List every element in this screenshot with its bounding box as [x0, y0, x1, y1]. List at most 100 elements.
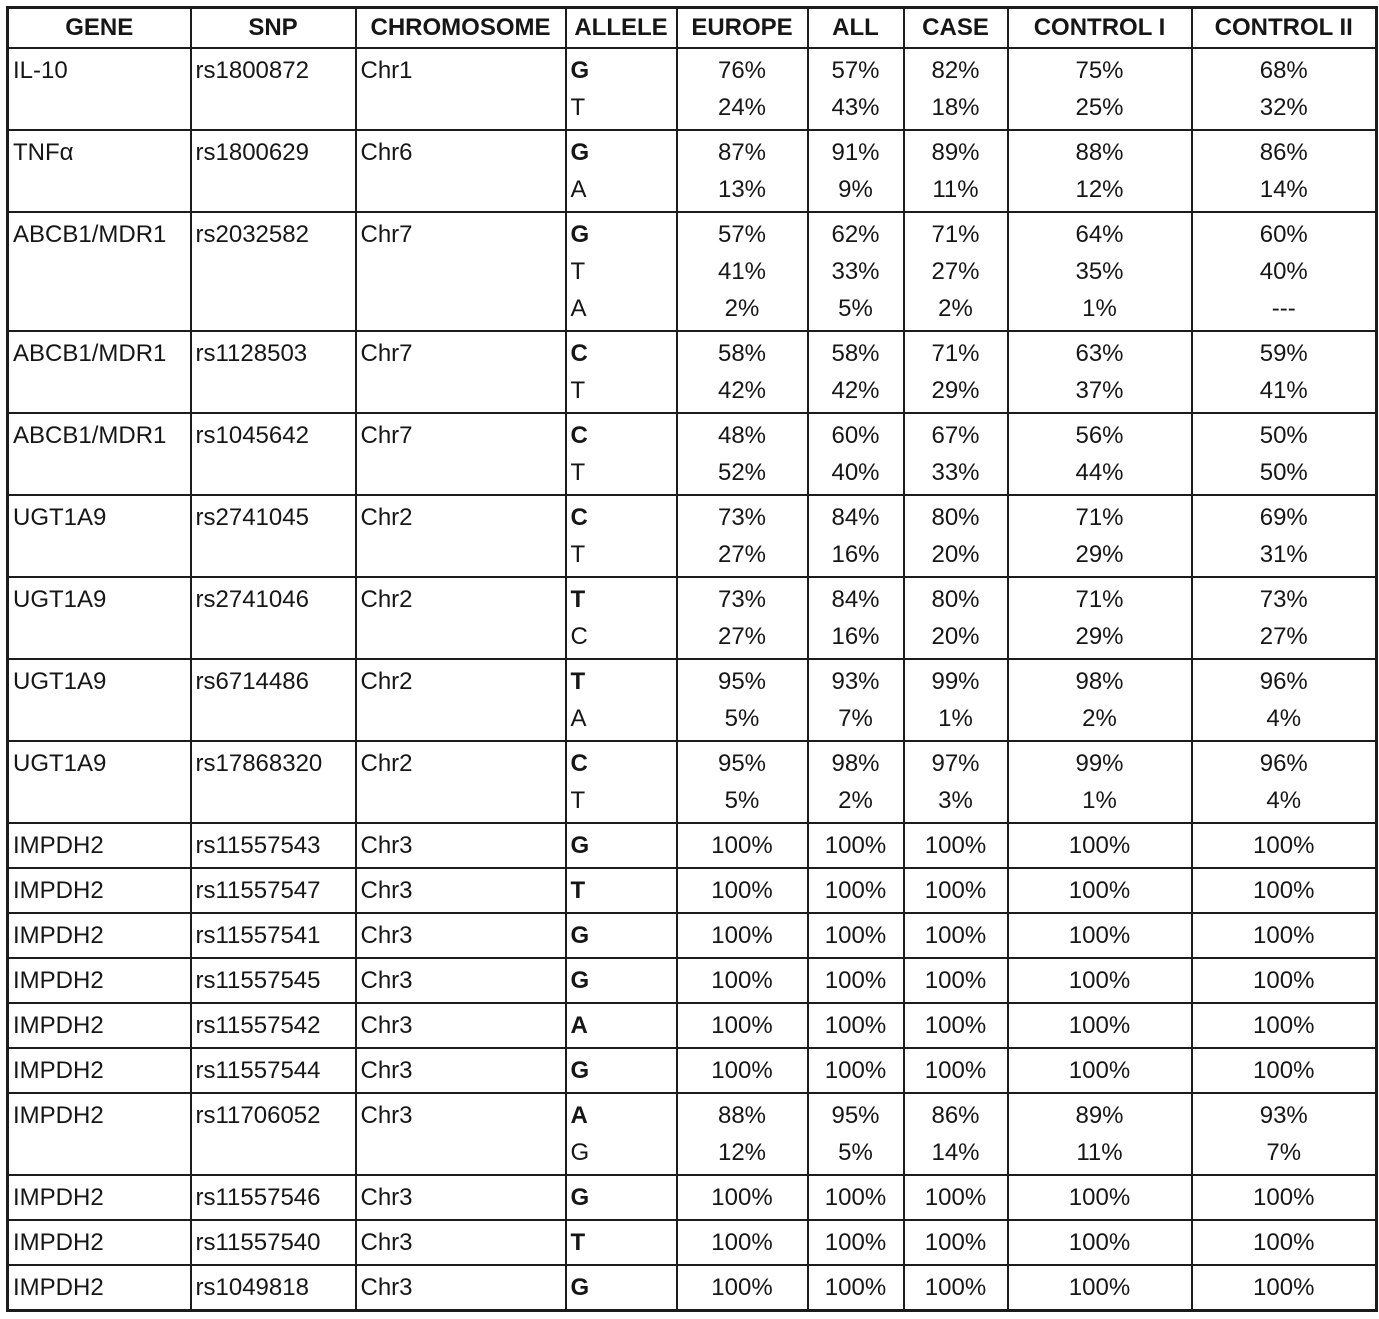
table-row: IMPDH2 rs11557545 Chr3 G 100% 100% 100% 100% 100… — [6, 957, 1378, 1004]
frequency-value: 93% — [1259, 1102, 1308, 1129]
cell-case: 100% — [902, 1264, 1009, 1312]
frequency-value: 2% — [938, 295, 973, 322]
frequency-value: 5% — [724, 705, 760, 732]
cell-control-2: 100% — [1190, 1219, 1378, 1266]
cell-control-2: 68% 32% — [1190, 47, 1378, 131]
cell-gene: IL-10 — [6, 47, 192, 131]
cell-europe: 73% 27% — [675, 576, 809, 660]
cell-europe: 48% 52% — [675, 412, 809, 496]
cell-all: 58% 42% — [806, 330, 905, 414]
frequency-value: 50% — [1259, 459, 1308, 486]
frequency-value: 71% — [1075, 504, 1124, 531]
cell-gene: UGT1A9 — [6, 494, 192, 578]
table-row: IMPDH2 rs11557543 Chr3 G 100% 100% 100% 100% 100… — [6, 822, 1378, 869]
frequency-value: 89% — [1075, 1102, 1124, 1129]
table-row: IMPDH2 rs11557542 Chr3 A 100% 100% 100% 100% 100… — [6, 1002, 1378, 1049]
frequency-value: 100% — [924, 967, 987, 994]
cell-snp: rs11557547 — [189, 867, 357, 914]
allele-value: G — [570, 139, 590, 166]
frequency-value: 40% — [831, 459, 880, 486]
cell-gene-value: UGT1A9 — [13, 504, 107, 531]
frequency-value: 20% — [931, 623, 980, 650]
frequency-value: 100% — [711, 1184, 773, 1211]
frequency-value: 100% — [824, 922, 887, 949]
cell-snp-value: rs11706052 — [195, 1102, 321, 1129]
cell-snp-value: rs11557546 — [195, 1184, 321, 1211]
cell-control-2: 60% 40% --- — [1190, 211, 1378, 332]
cell-case: 100% — [902, 1047, 1009, 1094]
cell-gene-value: IMPDH2 — [13, 877, 104, 904]
frequency-value: 100% — [711, 1274, 773, 1301]
cell-control-1: 56% 44% — [1006, 412, 1193, 496]
frequency-value: 37% — [1075, 377, 1124, 404]
allele-value: G — [570, 967, 590, 994]
frequency-value: 100% — [711, 922, 773, 949]
column-header-all: ALL — [806, 6, 905, 49]
cell-europe: 100% — [675, 957, 809, 1004]
frequency-value: 84% — [831, 504, 880, 531]
frequency-value: 16% — [831, 541, 880, 568]
frequency-value: 100% — [824, 1184, 887, 1211]
cell-gene-value: IMPDH2 — [13, 1229, 104, 1256]
frequency-value: 71% — [931, 340, 980, 367]
cell-snp: rs11557543 — [189, 822, 357, 869]
table-row: UGT1A9 rs6714486 Chr2 T A 95% 5% 93% 7% 99% 1% 98% 2… — [6, 658, 1378, 742]
table-row: UGT1A9 rs17868320 Chr2 C T 95% 5% 98% 2% 97% 3% 99%… — [6, 740, 1378, 824]
cell-control-1: 100% — [1006, 1002, 1193, 1049]
cell-case: 86% 14% — [902, 1092, 1009, 1176]
allele-value: T — [570, 94, 586, 121]
cell-control-1: 63% 37% — [1006, 330, 1193, 414]
cell-gene: IMPDH2 — [6, 1174, 192, 1221]
frequency-value: 5% — [838, 1139, 873, 1166]
cell-all: 84% 16% — [806, 494, 905, 578]
table-row: UGT1A9 rs2741045 Chr2 C T 73% 27% 84% 16% 80% 20% 7… — [6, 494, 1378, 578]
frequency-value: 75% — [1075, 57, 1124, 84]
frequency-value: 11% — [932, 176, 979, 203]
table-row: IMPDH2 rs1049818 Chr3 G 100% 100% 100% 100% 100% — [6, 1264, 1378, 1312]
cell-gene-value: ABCB1/MDR1 — [13, 221, 167, 248]
cell-snp-value: rs2741045 — [195, 504, 309, 531]
cell-gene-value: IMPDH2 — [13, 832, 104, 859]
cell-gene-value: TNFα — [13, 139, 74, 166]
frequency-value: 100% — [711, 1057, 773, 1084]
frequency-value: 100% — [1068, 1274, 1131, 1301]
cell-snp: rs1800872 — [189, 47, 357, 131]
cell-snp: rs17868320 — [189, 740, 357, 824]
cell-all: 100% — [806, 822, 905, 869]
table-row: IMPDH2 rs11557540 Chr3 T 100% 100% 100% 100% 100… — [6, 1219, 1378, 1266]
cell-snp-value: rs1128503 — [195, 340, 308, 367]
frequency-value: 100% — [924, 1274, 987, 1301]
cell-gene-value: UGT1A9 — [13, 668, 107, 695]
cell-snp-value: rs1045642 — [195, 422, 309, 449]
cell-case: 100% — [902, 912, 1009, 959]
cell-allele: G — [564, 822, 678, 869]
allele-value: T — [570, 1229, 586, 1256]
cell-europe: 100% — [675, 1264, 809, 1312]
allele-value: C — [570, 623, 588, 650]
cell-chromosome-value: Chr7 — [360, 221, 413, 248]
cell-gene: UGT1A9 — [6, 658, 192, 742]
cell-allele: G — [564, 1264, 678, 1312]
cell-control-2: 100% — [1190, 822, 1378, 869]
cell-europe: 73% 27% — [675, 494, 809, 578]
cell-chromosome-value: Chr2 — [360, 668, 413, 695]
cell-europe: 57% 41% 2% — [675, 211, 809, 332]
frequency-value: 86% — [1259, 139, 1308, 166]
frequency-value: 7% — [1266, 1139, 1302, 1166]
cell-gene-value: UGT1A9 — [13, 586, 107, 613]
cell-snp: rs2741046 — [189, 576, 357, 660]
column-header-control-2: CONTROL II — [1190, 6, 1378, 49]
header-row: GENE SNP CHROMOSOME ALLELE EUROPE ALL CA… — [6, 6, 1378, 49]
cell-chromosome-value: Chr2 — [360, 750, 413, 777]
frequency-value: 4% — [1266, 787, 1302, 814]
frequency-value: 100% — [824, 1229, 887, 1256]
cell-all: 84% 16% — [806, 576, 905, 660]
cell-europe: 100% — [675, 912, 809, 959]
allele-value: T — [570, 541, 586, 568]
cell-snp: rs1045642 — [189, 412, 357, 496]
cell-europe: 87% 13% — [675, 129, 809, 213]
frequency-value: 25% — [1075, 94, 1124, 121]
frequency-value: 100% — [1253, 1184, 1315, 1211]
cell-gene: IMPDH2 — [6, 1002, 192, 1049]
